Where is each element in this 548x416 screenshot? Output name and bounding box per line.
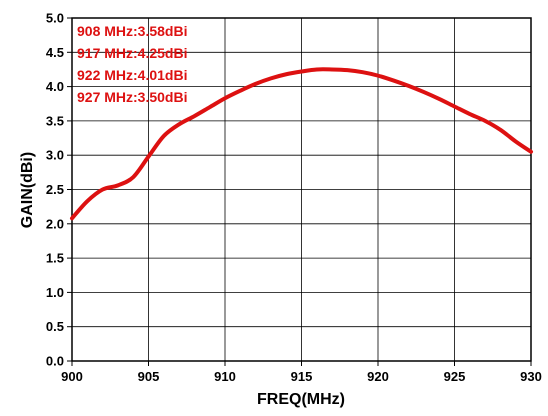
series-layer	[70, 67, 533, 221]
y-tick-label: 4.0	[46, 79, 64, 94]
y-tick-label: 1.0	[46, 285, 64, 300]
y-axis: 0.0 0.5 1.0 1.5 2.0 2.5 3.0 3.5 4.0 4.5 5.0	[46, 11, 72, 369]
x-axis: 900 905 910 915 920 925 930	[61, 361, 542, 384]
x-axis-title: FREQ(MHz)	[257, 391, 345, 408]
y-tick-label: 5.0	[46, 11, 64, 26]
y-tick-label: 0.0	[46, 354, 64, 369]
y-tick-label: 2.0	[46, 216, 64, 231]
y-tick-label: 3.0	[46, 148, 64, 163]
x-tick-label: 930	[520, 369, 542, 384]
y-axis-title: GAIN(dBi)	[19, 152, 36, 228]
y-tick-label: 1.5	[46, 251, 64, 266]
y-tick-label: 3.5	[46, 113, 64, 128]
x-tick-label: 905	[138, 369, 160, 384]
x-tick-label: 915	[291, 369, 313, 384]
x-tick-label: 900	[61, 369, 83, 384]
y-tick-label: 2.5	[46, 182, 64, 197]
annotation-label: 927 MHz:3.50dBi	[77, 89, 187, 105]
annotations: 908 MHz:3.58dBi 917 MHz:4.25dBi 922 MHz:4.…	[77, 23, 187, 105]
annotation-label: 922 MHz:4.01dBi	[77, 67, 187, 83]
x-tick-label: 920	[367, 369, 389, 384]
x-tick-label: 910	[214, 369, 236, 384]
x-tick-label: 925	[444, 369, 466, 384]
annotation-label: 917 MHz:4.25dBi	[77, 45, 187, 61]
annotation-label: 908 MHz:3.58dBi	[77, 23, 187, 39]
gain-line	[70, 67, 533, 221]
y-tick-label: 0.5	[46, 319, 64, 334]
y-tick-label: 4.5	[46, 45, 64, 60]
